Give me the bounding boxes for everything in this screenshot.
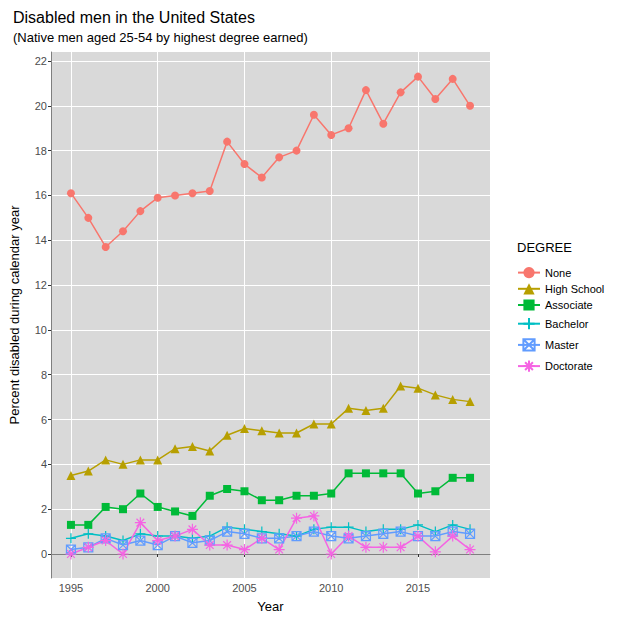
svg-text:Associate: Associate — [545, 299, 593, 311]
svg-text:Disabled men in the United Sta: Disabled men in the United States — [13, 9, 255, 26]
svg-text:2005: 2005 — [232, 582, 256, 594]
svg-text:Master: Master — [545, 339, 579, 351]
svg-text:DEGREE: DEGREE — [517, 240, 572, 255]
svg-text:12: 12 — [35, 279, 47, 291]
svg-text:2015: 2015 — [406, 582, 430, 594]
svg-text:22: 22 — [35, 55, 47, 67]
svg-text:18: 18 — [35, 145, 47, 157]
svg-text:0: 0 — [41, 548, 47, 560]
svg-text:Percent disabled during calend: Percent disabled during calendar year — [7, 205, 22, 425]
svg-text:None: None — [545, 267, 571, 279]
svg-text:8: 8 — [41, 369, 47, 381]
svg-text:2010: 2010 — [319, 582, 343, 594]
svg-text:(Native men aged 25-54 by high: (Native men aged 25-54 by highest degree… — [13, 30, 308, 45]
svg-text:2000: 2000 — [145, 582, 169, 594]
svg-text:2: 2 — [41, 503, 47, 515]
svg-text:Doctorate: Doctorate — [545, 360, 593, 372]
svg-text:10: 10 — [35, 324, 47, 336]
svg-text:1995: 1995 — [59, 582, 83, 594]
svg-text:20: 20 — [35, 100, 47, 112]
svg-text:High School: High School — [545, 283, 604, 295]
svg-text:6: 6 — [41, 414, 47, 426]
svg-text:4: 4 — [41, 458, 47, 470]
svg-text:Year: Year — [257, 599, 284, 614]
svg-text:Bachelor: Bachelor — [545, 318, 589, 330]
svg-text:14: 14 — [35, 234, 47, 246]
svg-text:16: 16 — [35, 189, 47, 201]
